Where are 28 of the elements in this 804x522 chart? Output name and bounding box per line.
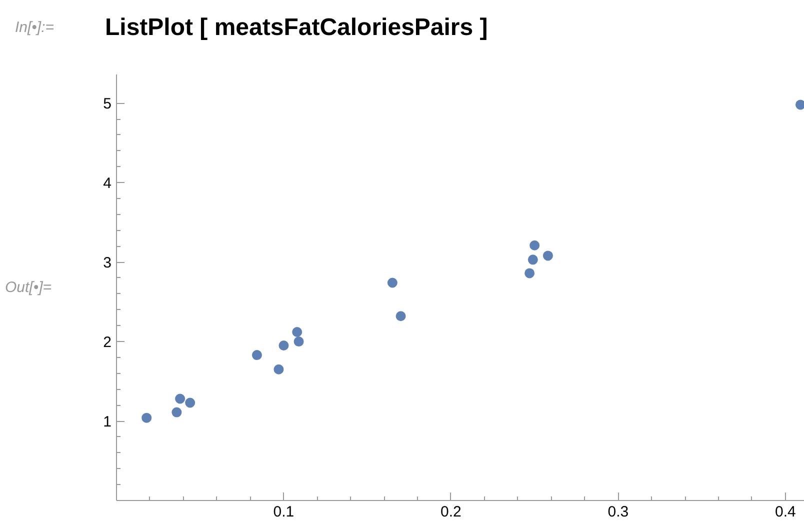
point (274, 364, 284, 374)
text: Out[•]= (5, 278, 52, 298)
point (172, 407, 182, 418)
point (252, 350, 262, 360)
point (292, 327, 302, 337)
chart-title: ListPlot [ meatsFatCaloriesPairs ] (105, 13, 488, 43)
x-tick-label: 0.2 (440, 504, 462, 520)
point (185, 398, 196, 408)
text: In[•]:= (15, 18, 54, 38)
y-tick-label: 3 (103, 254, 112, 272)
x-tick-label: 0.4 (774, 504, 796, 520)
x-tick-label: 0.3 (608, 504, 629, 520)
y-tick-label: 5 (103, 96, 112, 113)
point (387, 278, 398, 288)
point (294, 336, 304, 347)
point (396, 311, 406, 322)
y-tick-label: 2 (103, 334, 112, 352)
point (142, 412, 152, 423)
point (278, 340, 289, 351)
point (542, 250, 553, 261)
x-tick-label: 0.1 (273, 504, 294, 520)
point (524, 268, 535, 278)
y-tick-label: 4 (103, 175, 112, 192)
point (528, 254, 538, 265)
point (175, 394, 186, 404)
point (530, 240, 540, 250)
y-tick-label: 1 (103, 414, 112, 431)
point (795, 100, 804, 110)
